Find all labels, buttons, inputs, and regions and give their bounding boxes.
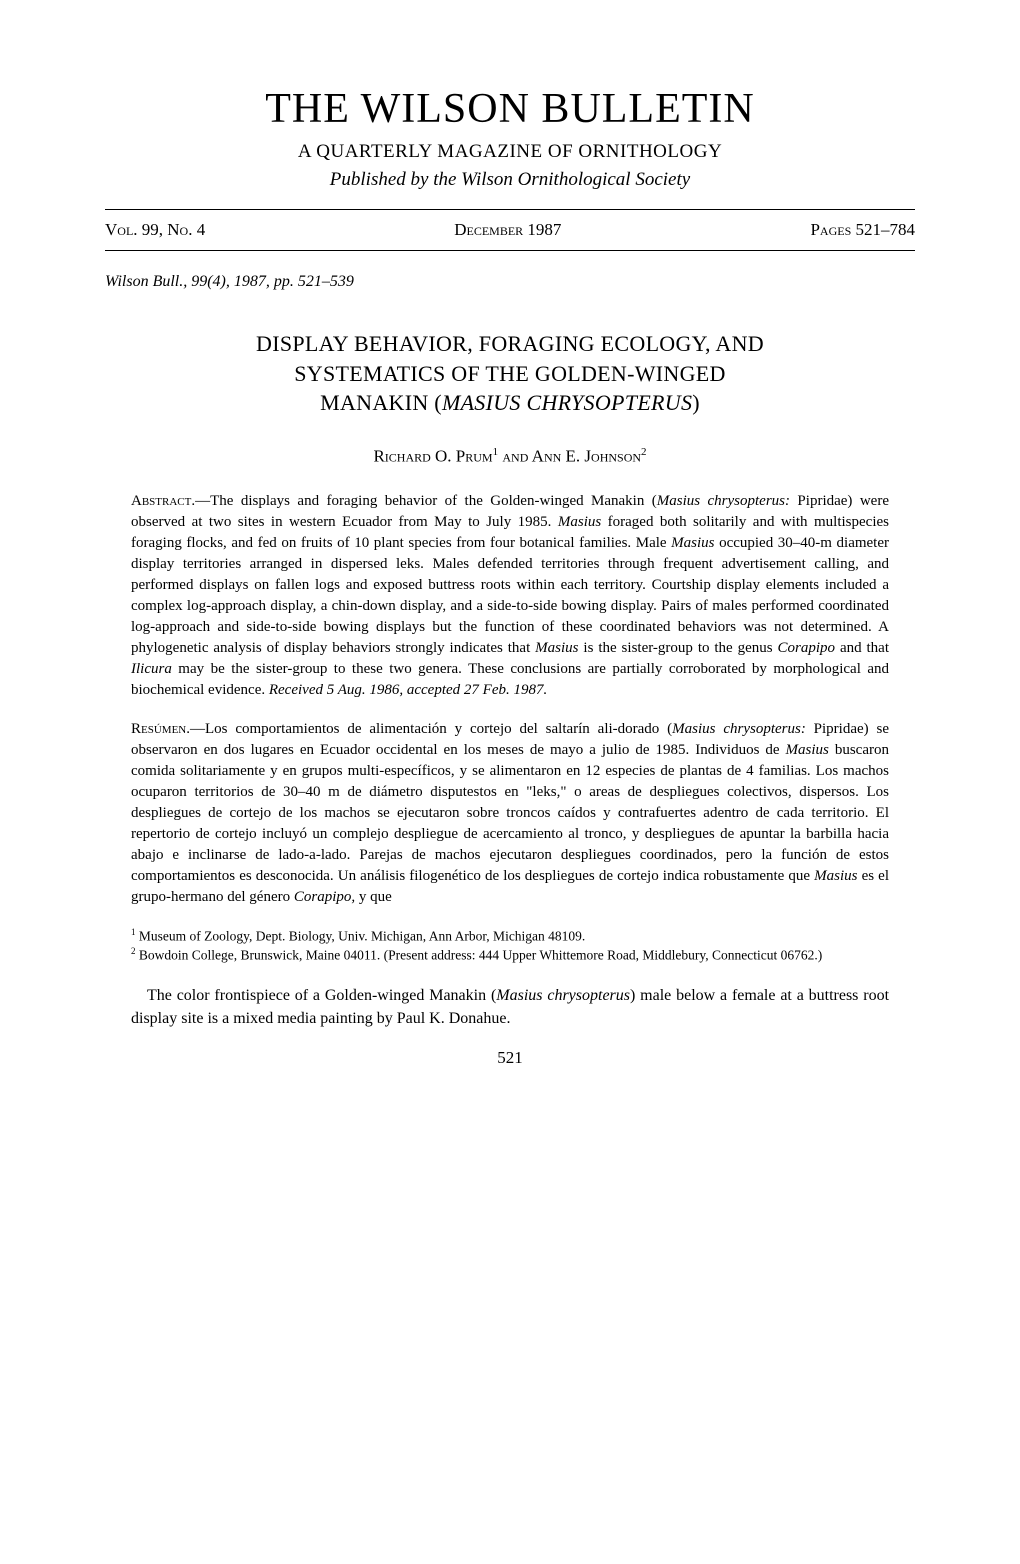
fn1-text: Museum of Zoology, Dept. Biology, Univ. …	[136, 928, 586, 943]
authors: Richard O. Prum1 and Ann E. Johnson2	[105, 446, 915, 467]
title-line3-prefix: MANAKIN (	[320, 390, 442, 415]
abstract-label: Abstract.	[131, 493, 195, 509]
resumen: Resúmen.—Los comportamientos de alimenta…	[131, 719, 889, 908]
resumen-p3: Masius	[786, 742, 829, 758]
abstract-p7: Masius	[535, 640, 578, 656]
page-number: 521	[105, 1048, 915, 1068]
front-p1: Masius chrysopterus	[496, 987, 630, 1004]
journal-subtitle: A QUARTERLY MAGAZINE OF ORNITHOLOGY	[105, 141, 915, 163]
resumen-label: Resúmen.	[131, 721, 190, 737]
fn2-text: Bowdoin College, Brunswick, Maine 04011.…	[136, 948, 823, 963]
journal-title: THE WILSON BULLETIN	[105, 85, 915, 133]
abstract-p10: and that	[835, 640, 889, 656]
title-line2: SYSTEMATICS OF THE GOLDEN-WINGED	[294, 361, 725, 386]
abstract-p11: Ilicura	[131, 661, 172, 677]
title-species: MASIUS CHRYSOPTERUS	[442, 390, 692, 415]
citation: Wilson Bull., 99(4), 1987, pp. 521–539	[105, 273, 915, 291]
issue-volume: Vol. 99, No. 4	[105, 220, 205, 240]
front-p0: The color frontispiece of a Golden-winge…	[147, 987, 496, 1004]
resumen-p5: Masius	[814, 868, 857, 884]
abstract-p6: occupied 30–40-m diameter display territ…	[131, 535, 889, 656]
resumen-p4: buscaron comida solitariamente y en grup…	[131, 742, 889, 884]
issue-date: December 1987	[454, 220, 561, 240]
resumen-p8: y que	[355, 889, 392, 905]
abstract-p13: Received 5 Aug. 1986, accepted 27 Feb. 1…	[269, 682, 547, 698]
resumen-p7: Corapipo,	[294, 889, 355, 905]
resumen-p0: —Los comportamientos de alimentación y c…	[190, 721, 672, 737]
author-and: and	[498, 447, 532, 466]
bottom-rule	[105, 250, 915, 251]
article-title: DISPLAY BEHAVIOR, FORAGING ECOLOGY, AND …	[105, 329, 915, 418]
abstract-p8: is the sister-group to the genus	[579, 640, 778, 656]
issue-pages: Pages 521–784	[810, 220, 915, 240]
abstract-p9: Corapipo	[778, 640, 836, 656]
abstract-p0: —The displays and foraging behavior of t…	[195, 493, 657, 509]
title-line3-suffix: )	[692, 390, 700, 415]
footnote-1: 1 Museum of Zoology, Dept. Biology, Univ…	[131, 926, 889, 946]
abstract: Abstract.—The displays and foraging beha…	[131, 491, 889, 701]
abstract-p5: Masius	[671, 535, 714, 551]
footnote-2: 2 Bowdoin College, Brunswick, Maine 0401…	[131, 945, 889, 965]
abstract-p3: Masius	[558, 514, 601, 530]
author1: Richard O. Prum	[373, 447, 492, 466]
frontispiece-note: The color frontispiece of a Golden-winge…	[131, 985, 889, 1030]
author2: Ann E. Johnson	[532, 447, 641, 466]
journal-publisher: Published by the Wilson Ornithological S…	[105, 169, 915, 191]
abstract-p1: Masius chrysopterus:	[657, 493, 790, 509]
author2-sup: 2	[641, 446, 647, 458]
title-line1: DISPLAY BEHAVIOR, FORAGING ECOLOGY, AND	[256, 331, 764, 356]
resumen-p1: Masius chrysopterus:	[672, 721, 806, 737]
footnotes: 1 Museum of Zoology, Dept. Biology, Univ…	[131, 926, 889, 965]
issue-bar: Vol. 99, No. 4 December 1987 Pages 521–7…	[105, 210, 915, 250]
